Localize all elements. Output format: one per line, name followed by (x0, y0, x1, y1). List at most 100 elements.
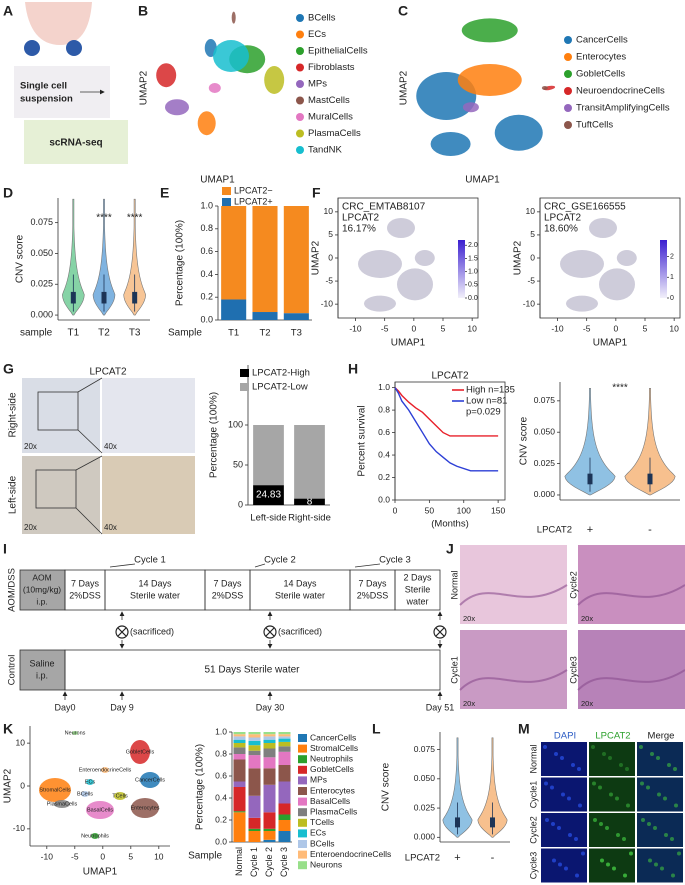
panel-letter: D (3, 185, 13, 201)
x-tick-label: 100 (457, 505, 471, 515)
label: UMAP1 (593, 338, 628, 349)
label: CNV score (15, 234, 26, 283)
legend-label: MuralCells (308, 112, 353, 123)
cell-signal (640, 781, 644, 786)
cell-signal (554, 752, 558, 756)
colorbar-label: 2 (670, 253, 674, 260)
label: 2 Days (403, 572, 432, 582)
y-tick-label: 0.4 (378, 449, 390, 459)
label: Cycle3 (568, 656, 578, 684)
bar-segment (263, 732, 276, 735)
cell-cluster (131, 798, 159, 818)
label: Normal (449, 570, 459, 599)
y-tick-label: 0.025 (414, 802, 436, 812)
legend-swatch (298, 797, 307, 806)
cycle-pointer (109, 563, 136, 568)
cell-signal (612, 866, 616, 871)
label: suspension (20, 94, 73, 105)
panel-letter: A (3, 3, 13, 19)
fluorescence-image (541, 813, 587, 847)
cell-signal (615, 796, 619, 801)
label: UMAP1 (465, 175, 500, 186)
legend-marker (564, 121, 572, 129)
legend-label: Neurons (310, 859, 342, 869)
x-tick-label: T2 (259, 328, 270, 339)
legend-label: TransitAmplifyingCells (576, 103, 670, 114)
bar-segment (278, 803, 291, 815)
survival-curve (394, 387, 499, 472)
y-tick-label: 0.000 (414, 832, 436, 842)
axis-title: (Months) (431, 519, 468, 530)
ihc-image (102, 456, 195, 534)
bar-segment (233, 811, 246, 813)
bar-segment (263, 828, 276, 831)
label: 2%DSS (69, 590, 101, 600)
bar-segment (263, 743, 276, 749)
label: Normal (528, 744, 538, 773)
legend-swatch (298, 829, 307, 838)
cell-signal (671, 873, 675, 878)
x-tick-label: 5 (643, 323, 648, 333)
bar-segment (233, 743, 246, 748)
cell-signal (571, 763, 575, 767)
cluster-label: Neurons (65, 730, 86, 736)
legend-marker (296, 47, 304, 55)
y-tick-label: 0.6 (215, 770, 227, 780)
legend-label: ECs (308, 29, 326, 40)
x-tick-label: 0 (613, 323, 618, 333)
y-tick-label: 0.050 (30, 248, 53, 258)
cell-signal (667, 763, 671, 767)
legend-label: LPCAT2+ (234, 196, 273, 206)
sacrifice-mark (435, 627, 445, 637)
cell-signal (564, 866, 568, 871)
cell-signal (581, 851, 585, 856)
bar-segment (263, 839, 276, 842)
axis-title: Percentage (100%) (195, 744, 206, 830)
zoom-line (75, 507, 103, 535)
legend-label: EpithelialCells (308, 46, 368, 57)
x-tick-label: -10 (349, 323, 362, 333)
zoom-line (77, 377, 103, 393)
x-tick-label: 0 (393, 505, 398, 515)
bar-segment (253, 425, 284, 486)
x-tick-label: T3 (129, 328, 141, 339)
violin (123, 198, 146, 316)
legend-label: MPs (310, 775, 327, 785)
ihc-image (22, 378, 100, 453)
bar-segment (233, 739, 246, 743)
y-tick-label: 0.000 (534, 489, 556, 499)
cell-signal (674, 803, 678, 808)
legend-label: EnteroendocrineCells (310, 849, 391, 859)
y-tick-label: 0.050 (534, 426, 556, 436)
x-tick-label: 10 (467, 323, 477, 333)
label: water (405, 596, 428, 606)
cell-signal (616, 833, 620, 837)
cell-cluster (430, 132, 471, 156)
cell-signal (578, 803, 582, 808)
label: Cycle3 (528, 852, 538, 880)
bar-segment (278, 751, 291, 765)
label: Sterile (405, 584, 431, 594)
panel-letter: C (398, 3, 408, 19)
legend-swatch (298, 850, 307, 859)
cell-cluster (616, 250, 637, 266)
y-tick-label: 0.4 (215, 792, 227, 802)
cell-signal (650, 752, 654, 756)
cell-cluster (414, 250, 435, 266)
bar-segment (233, 781, 246, 787)
colorbar-label: 0 (670, 295, 674, 302)
cell-signal (544, 781, 548, 786)
legend-label: MastCells (308, 95, 350, 106)
legend-label: Fibroblasts (308, 62, 355, 73)
legend-label: MPs (308, 79, 327, 90)
panel-letter: G (3, 361, 14, 377)
label: 18.60% (544, 224, 578, 235)
legend-label: PlasmaCells (308, 128, 361, 139)
cell-signal (647, 822, 651, 826)
label: Cycle2 (528, 816, 538, 844)
label: LPCAT2 (544, 213, 581, 224)
tissue-drawing (24, 40, 40, 56)
cell-signal (561, 792, 565, 797)
y-tick-label: 10 (526, 206, 536, 216)
label: LPCAT2 (89, 367, 126, 378)
